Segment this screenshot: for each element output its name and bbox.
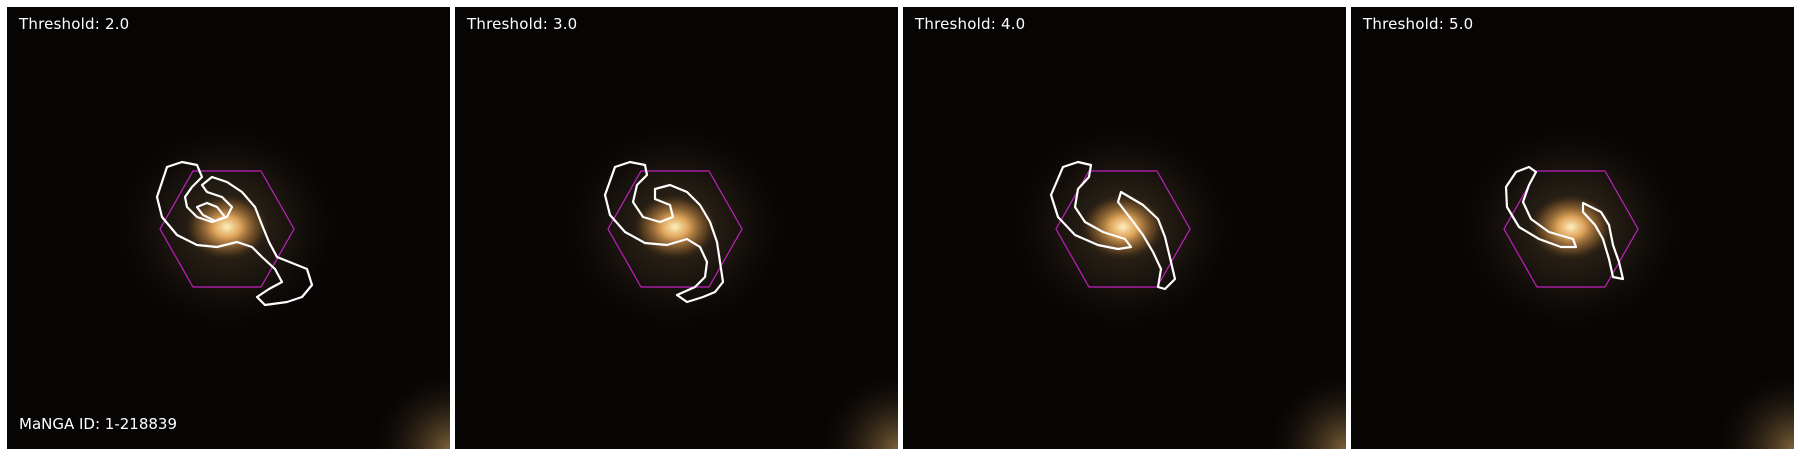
galaxy-panel-4: Threshold: 5.0 xyxy=(1351,7,1794,449)
galaxy-image-4 xyxy=(1351,7,1794,449)
contour-arm-left xyxy=(1504,165,1578,249)
manga-id-label: MaNGA ID: 1-218839 xyxy=(19,415,178,433)
contour-outline xyxy=(155,160,314,307)
contour-arm-right xyxy=(1581,201,1625,281)
contour-outline xyxy=(603,160,725,304)
threshold-label: Threshold: 3.0 xyxy=(467,15,578,33)
threshold-label: Threshold: 2.0 xyxy=(19,15,130,33)
galaxy-panel-1: Threshold: 2.0 MaNGA ID: 1-218839 xyxy=(7,7,450,449)
hexagon-ifu-outline xyxy=(607,170,743,288)
galaxy-panel-3: Threshold: 4.0 xyxy=(903,7,1346,449)
threshold-label: Threshold: 4.0 xyxy=(915,15,1026,33)
galaxy-image-3 xyxy=(903,7,1346,449)
threshold-label: Threshold: 5.0 xyxy=(1363,15,1474,33)
galaxy-image-1 xyxy=(7,7,450,449)
hexagon-ifu-outline xyxy=(159,170,295,288)
contour-inner xyxy=(195,201,227,223)
galaxy-image-2 xyxy=(455,7,898,449)
galaxy-panel-2: Threshold: 3.0 xyxy=(455,7,898,449)
contour-arm-right xyxy=(1116,190,1177,291)
hexagon-ifu-outline xyxy=(1503,170,1639,288)
contour-arm-left xyxy=(1049,160,1133,251)
